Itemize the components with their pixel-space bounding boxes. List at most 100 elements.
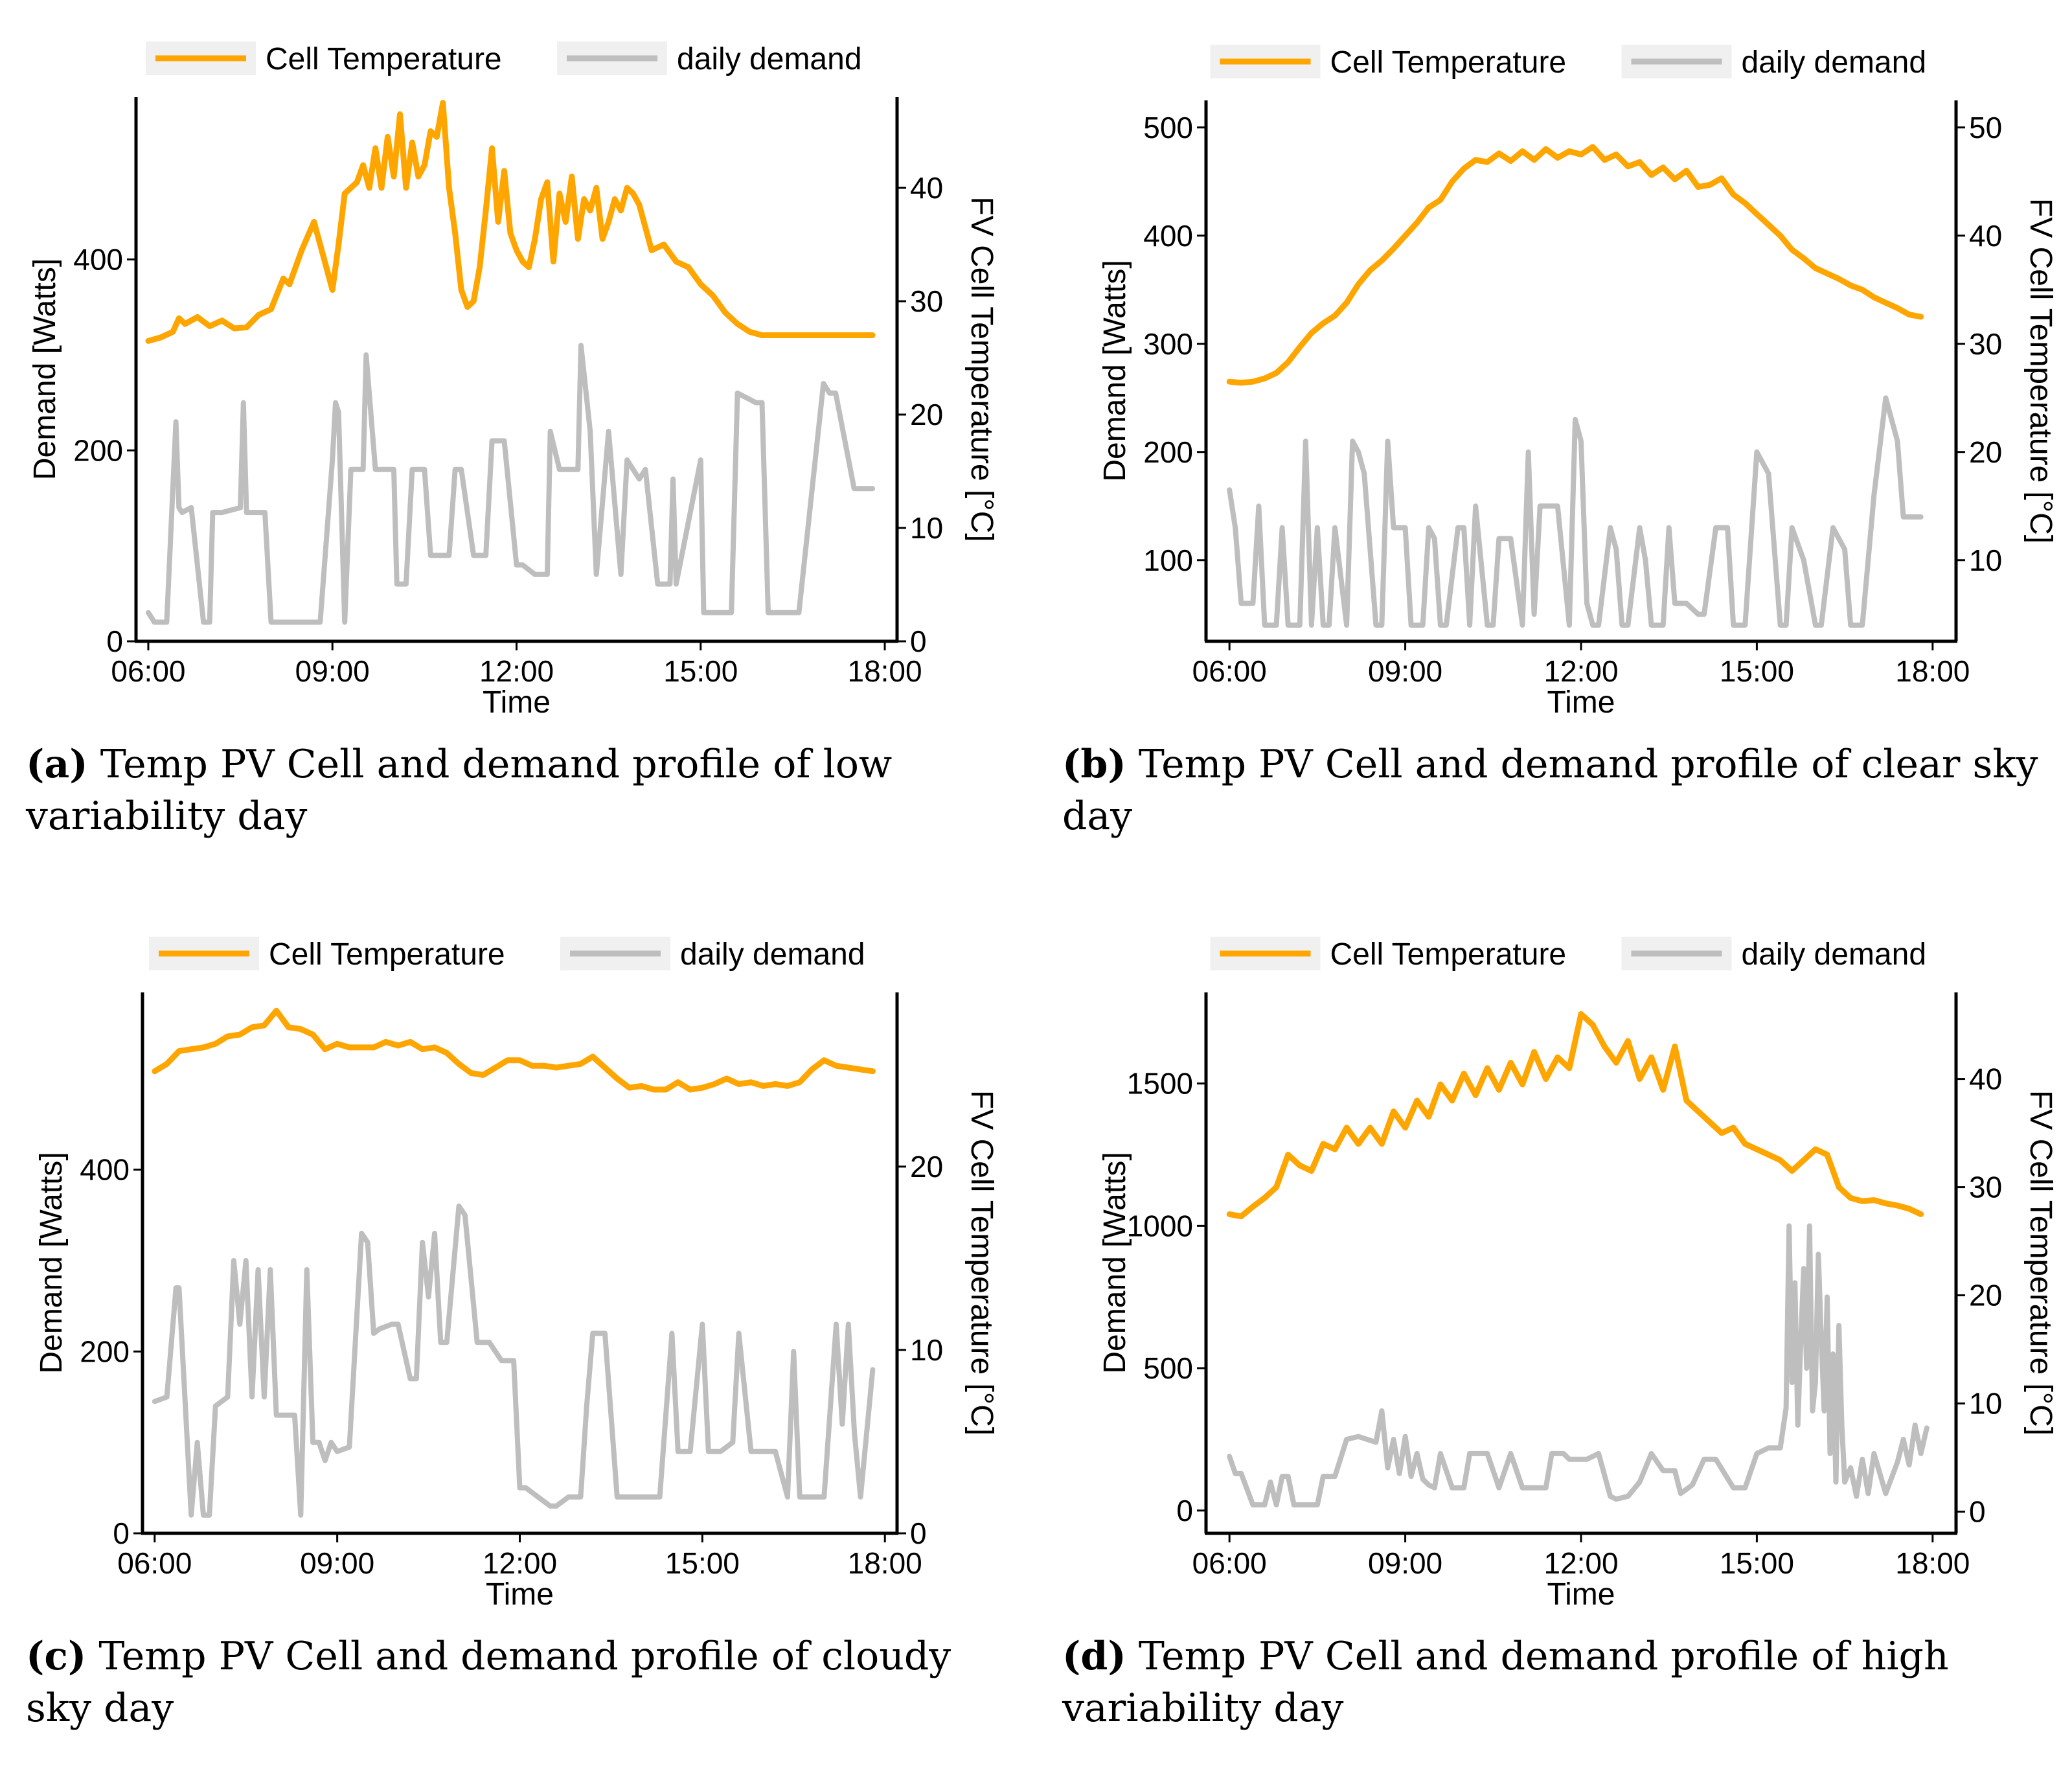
panel-d: Cell Temperature daily demand 06:00 09:00 12… [1036, 892, 2072, 1784]
y-right-tick-label: 30 [910, 284, 943, 318]
panel-c: Cell Temperature daily demand 06:00 09:00 12… [0, 892, 1036, 1784]
x-axis-title: Time [486, 1577, 554, 1612]
legend-label: daily demand [1742, 45, 1927, 80]
axes: 06:00 09:00 12:00 15:00 18:00 100 200 300 400 500… [1143, 100, 2002, 688]
caption-text: Temp PV Cell and demand profile of clear… [1062, 742, 2038, 839]
y-left-tick-label: 400 [80, 1153, 130, 1187]
chart-a: Cell Temperature daily demand 06:00 09:00 12… [28, 41, 999, 720]
y-left-tick-label: 200 [80, 1334, 130, 1368]
panel-b: Cell Temperature daily demand 06:00 09:00 12… [1036, 0, 2072, 892]
y-right-tick-label: 0 [910, 1516, 927, 1550]
legend-item: Cell Temperature [146, 41, 502, 76]
legend-label: daily demand [680, 937, 865, 972]
series-daily-demand [1227, 395, 1924, 628]
legend: Cell Temperature daily demand [1210, 45, 1927, 80]
legend-item: daily demand [1621, 45, 1927, 80]
legend: Cell Temperature daily demand [149, 937, 865, 972]
x-tick-label: 06:00 [1192, 1546, 1267, 1580]
x-tick-label: 18:00 [847, 654, 922, 688]
legend-label: Cell Temperature [1330, 45, 1567, 80]
x-tick-label: 09:00 [295, 654, 370, 688]
y-right-tick-label: 20 [910, 398, 943, 431]
y-right-axis-title: FV Cell Temperature [°C] [964, 1090, 999, 1435]
y-right-tick-label: 0 [910, 624, 927, 658]
legend-label: Cell Temperature [269, 937, 505, 972]
legend-label: daily demand [677, 42, 862, 76]
caption-a: (a) Temp PV Cell and demand profile of l… [26, 738, 1010, 842]
y-left-tick-label: 200 [1143, 435, 1193, 469]
x-tick-label: 12:00 [1543, 654, 1618, 688]
y-left-tick-label: 1500 [1127, 1067, 1193, 1101]
y-left-tick-label: 300 [1143, 327, 1193, 361]
chart-b: Cell Temperature daily demand 06:00 09:00 12… [1098, 45, 2058, 720]
y-right-tick-label: 10 [1969, 1387, 2002, 1421]
x-tick-label: 09:00 [300, 1546, 374, 1580]
y-right-tick-label: 20 [910, 1150, 943, 1184]
caption-text: Temp PV Cell and demand profile of cloud… [26, 1634, 951, 1731]
y-right-tick-label: 10 [910, 511, 943, 545]
y-right-tick-label: 20 [1969, 435, 2002, 469]
y-right-tick-label: 30 [1969, 327, 2002, 361]
legend: Cell Temperature daily demand [146, 41, 862, 76]
y-left-tick-label: 200 [73, 433, 123, 467]
y-left-axis-title: Demand [Watts] [1098, 260, 1132, 481]
y-right-tick-label: 10 [910, 1333, 943, 1367]
y-left-tick-label: 0 [113, 1516, 130, 1550]
y-right-axis-title: FV Cell Temperature [°C] [2023, 198, 2058, 543]
legend: Cell Temperature daily demand [1210, 937, 1927, 972]
x-tick-label: 18:00 [848, 1546, 922, 1580]
legend-item: daily demand [557, 41, 862, 76]
y-left-tick-label: 1000 [1127, 1209, 1193, 1242]
caption-d: (d) Temp PV Cell and demand profile of h… [1062, 1630, 2047, 1734]
panel-a: Cell Temperature daily demand 06:00 09:00 12… [0, 0, 1036, 892]
x-tick-label: 15:00 [665, 1546, 740, 1580]
y-left-axis-title: Demand [Watts] [28, 258, 62, 480]
y-right-tick-label: 50 [1969, 111, 2002, 144]
x-tick-label: 18:00 [1895, 1546, 1970, 1580]
axes: 06:00 09:00 12:00 15:00 18:00 0 500 1000 1500 0 10… [1127, 992, 2002, 1580]
chart-d: Cell Temperature daily demand 06:00 09:00 12… [1098, 937, 2058, 1612]
y-left-tick-label: 100 [1143, 543, 1193, 577]
series-daily-demand [152, 1203, 876, 1518]
x-tick-label: 12:00 [1543, 1546, 1618, 1580]
y-left-axis-title: Demand [Watts] [1098, 1152, 1132, 1373]
caption-label: (c) [26, 1634, 87, 1679]
legend-item: daily demand [1621, 937, 1927, 972]
x-axis-title: Time [483, 685, 551, 720]
y-right-axis-title: FV Cell Temperature [°C] [2023, 1090, 2058, 1435]
x-tick-label: 15:00 [1720, 654, 1794, 688]
x-tick-label: 06:00 [111, 654, 185, 688]
x-tick-label: 06:00 [1192, 654, 1267, 688]
caption-c: (c) Temp PV Cell and demand profile of c… [26, 1630, 1010, 1734]
y-left-tick-label: 400 [73, 243, 123, 277]
x-tick-label: 12:00 [479, 654, 554, 688]
series-cell-temperature [152, 1007, 876, 1093]
y-right-tick-label: 0 [1969, 1495, 1986, 1529]
y-right-tick-label: 10 [1969, 543, 2002, 577]
caption-label: (b) [1062, 742, 1126, 787]
x-tick-label: 09:00 [1368, 654, 1442, 688]
legend-label: Cell Temperature [1330, 937, 1567, 972]
chart-c: Cell Temperature daily demand 06:00 09:00 12… [34, 937, 999, 1612]
series-daily-demand [146, 343, 876, 625]
legend-item: daily demand [560, 937, 865, 972]
y-left-tick-label: 500 [1143, 111, 1193, 144]
series-cell-temperature [1226, 144, 1924, 386]
caption-label: (a) [26, 742, 88, 787]
x-axis-title: Time [1547, 1577, 1615, 1612]
y-right-tick-label: 40 [1969, 219, 2002, 253]
caption-label: (d) [1062, 1634, 1126, 1679]
x-axis-title: Time [1547, 685, 1615, 720]
legend-item: Cell Temperature [1210, 937, 1567, 972]
legend-item: Cell Temperature [149, 937, 505, 972]
series-cell-temperature [145, 100, 876, 344]
y-left-axis-title: Demand [Watts] [34, 1152, 69, 1373]
legend-label: Cell Temperature [266, 42, 502, 76]
axes: 06:00 09:00 12:00 15:00 18:00020040001020304… [73, 97, 943, 688]
legend-item: Cell Temperature [1210, 45, 1567, 80]
x-tick-label: 15:00 [663, 654, 738, 688]
series-cell-temperature [1226, 1011, 1924, 1220]
legend-label: daily demand [1742, 937, 1927, 972]
y-right-tick-label: 30 [1969, 1171, 2002, 1204]
